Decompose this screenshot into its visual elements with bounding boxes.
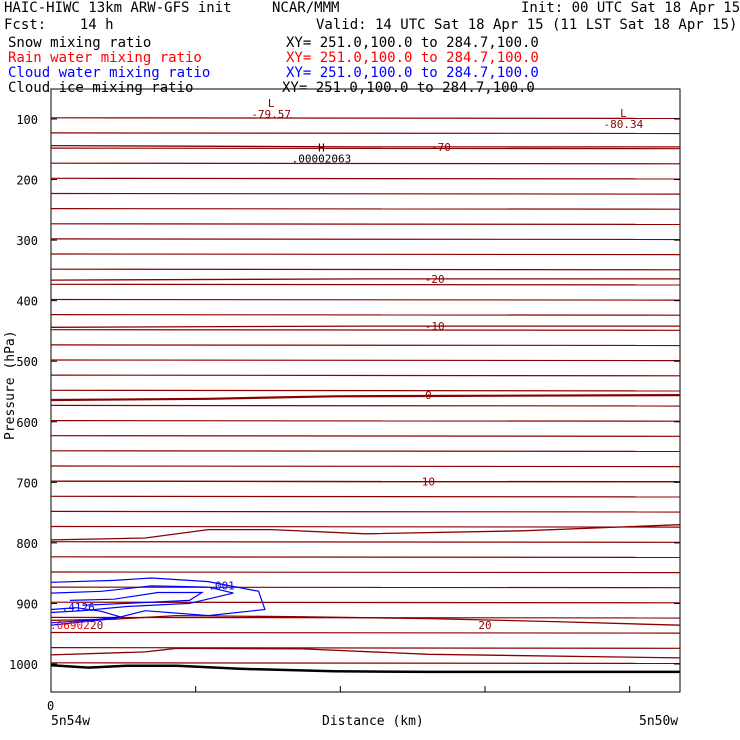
cloud-max-label: .4126	[62, 601, 95, 614]
isotherm-line	[50, 268, 681, 271]
cloud-contour	[69, 591, 205, 606]
extremum-marker: H	[318, 142, 325, 155]
isotherm-line	[50, 177, 681, 180]
field-rain-xy: XY= 251.0,100.0 to 284.7,100.0	[286, 50, 539, 66]
isotherm-line	[50, 223, 681, 225]
isotherm-line	[50, 389, 681, 392]
contour-line	[50, 144, 680, 148]
init-label: Init: 00 UTC Sat 18 Apr 15	[521, 0, 740, 16]
distance-axis	[50, 686, 631, 692]
isotherm-line	[50, 465, 681, 468]
isotherm-line	[50, 374, 681, 377]
x-start-tick-label: 0	[47, 699, 54, 713]
forecast-hour: Fcst: 14 h	[4, 17, 114, 33]
extremum-value: .00002063	[292, 153, 352, 166]
cloud-contour	[50, 607, 121, 624]
isotherm-line	[50, 208, 681, 210]
contour-line	[50, 394, 681, 402]
isotherm-line	[50, 192, 681, 195]
contour-line	[50, 614, 681, 626]
contour-label: -70	[431, 141, 451, 154]
extremum-marker: L	[620, 107, 627, 120]
y-tick-label: 800	[16, 537, 38, 551]
org-label: NCAR/MMM	[272, 0, 340, 16]
y-tick-label: 100	[16, 113, 38, 127]
isotherm-line	[50, 647, 681, 649]
isotherm-line	[50, 495, 681, 498]
isotherm-line	[50, 117, 681, 119]
isotherm-line	[50, 253, 681, 256]
terrain-line	[50, 663, 680, 674]
extremum-value: -80.34	[604, 118, 644, 131]
field-snow-xy: XY= 251.0,100.0 to 284.7,100.0	[286, 35, 539, 51]
isotherm-line	[50, 314, 681, 316]
contour-line	[50, 480, 680, 483]
x-right-endpoint: 5n50w	[639, 714, 678, 729]
isotherm-line	[50, 435, 681, 437]
field-cloudice-name: Cloud ice mixing ratio	[8, 80, 194, 96]
isotherm-line	[50, 329, 681, 331]
x-left-endpoint: 5n54w	[51, 714, 90, 729]
y-tick-label: 600	[16, 416, 38, 430]
isotherm-line	[50, 238, 681, 241]
contour-line	[50, 325, 680, 328]
y-axis-title: Pressure (hPa)	[3, 330, 18, 440]
field-cloudwater-xy: XY= 251.0,100.0 to 284.7,100.0	[286, 65, 539, 81]
field-cloudice-xy: XY= 251.0,100.0 to 284.7,100.0	[282, 80, 535, 96]
isotherm-line	[50, 283, 681, 286]
isotherm-lines	[50, 117, 681, 664]
isotherm-line	[50, 344, 681, 347]
isotherm-line	[50, 450, 681, 452]
extremum-value: -79.57	[251, 108, 291, 121]
y-tick-label: 200	[16, 174, 38, 188]
rain-max-label: .06902	[50, 619, 90, 632]
cloud-water-contours: .001 .4126 .06902 20	[50, 577, 266, 632]
contour-label: 10	[422, 476, 435, 489]
contour-label: -20	[425, 273, 445, 286]
valid-time: Valid: 14 UTC Sat 18 Apr 15 (11 LST Sat …	[316, 17, 738, 33]
contour-label: -10	[425, 320, 445, 333]
isotherm-line	[50, 420, 681, 422]
contour-label: 0	[425, 389, 432, 402]
isotherm-line	[50, 556, 681, 558]
temperature-contours: -70 -20 -10 0 10 20	[50, 141, 681, 659]
y-tick-label: 900	[16, 597, 38, 611]
isotherm-line	[50, 541, 681, 543]
isotherm-line	[50, 571, 681, 574]
field-snow-name: Snow mixing ratio	[8, 35, 152, 51]
isotherm-line	[50, 359, 681, 362]
cloud-contour	[50, 585, 234, 614]
x-axis-title: Distance (km)	[322, 714, 424, 729]
extremum-marker: L	[268, 97, 275, 110]
isotherm-line	[50, 147, 681, 150]
y-tick-label: 700	[16, 476, 38, 490]
model-title: HAIC-HIWC 13km ARW-GFS init	[4, 0, 232, 16]
isotherm-line	[50, 132, 681, 135]
field-rain-name: Rain water mixing ratio	[8, 50, 202, 66]
field-cloudwater-name: Cloud water mixing ratio	[8, 65, 211, 81]
small-contour-label: 20	[90, 619, 103, 632]
contour-label: 20	[478, 619, 491, 632]
isotherm-line	[50, 162, 681, 165]
isotherm-line	[50, 525, 681, 528]
contour-line	[50, 647, 681, 659]
isotherm-line	[50, 586, 681, 589]
contour-line	[50, 524, 681, 541]
cloud-contour-label: .001	[208, 579, 235, 592]
y-tick-label: 400	[16, 295, 38, 309]
terrain-line	[50, 663, 680, 674]
cloud-contour	[50, 577, 266, 626]
isotherm-line	[50, 404, 681, 407]
y-tick-label: 1000	[9, 658, 38, 672]
extrema-labels: L-79.57 L-80.34H.00002063	[251, 97, 643, 166]
y-tick-label: 300	[16, 234, 38, 248]
isotherm-line	[50, 631, 681, 634]
isotherm-line	[50, 298, 681, 301]
isotherm-line	[50, 662, 681, 664]
y-tick-label: 500	[16, 355, 38, 369]
contour-line	[50, 278, 680, 281]
isotherm-line	[50, 510, 681, 513]
